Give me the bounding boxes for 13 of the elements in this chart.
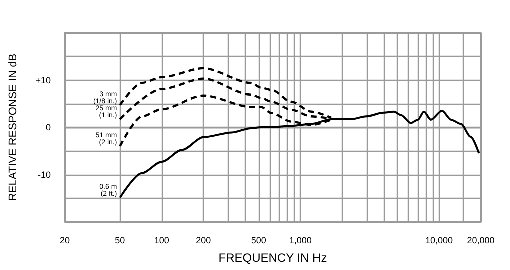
x-tick-label: 500 — [251, 236, 266, 246]
x-tick-label: 1,000 — [289, 236, 312, 246]
x-tick-label: 100 — [154, 236, 170, 246]
y-axis-title: RELATIVE RESPONSE IN dB — [8, 54, 20, 202]
x-tick-label: 20,000 — [467, 236, 495, 246]
y-tick-label: +10 — [36, 75, 51, 86]
y-tick-label: -10 — [38, 170, 51, 180]
x-tick-label: 10,000 — [425, 236, 454, 246]
x-axis-title: FREQUENCY IN Hz — [218, 251, 328, 265]
x-tick-label: 200 — [196, 236, 212, 246]
x-tick-label: 50 — [115, 236, 126, 246]
y-tick-label: 0 — [46, 122, 51, 132]
x-tick-label: 20 — [60, 236, 70, 246]
